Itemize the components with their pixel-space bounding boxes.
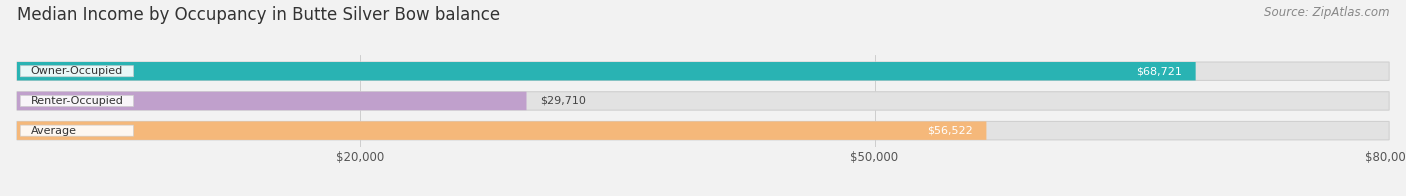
Text: $56,522: $56,522 [927,126,973,136]
Text: Renter-Occupied: Renter-Occupied [31,96,124,106]
FancyBboxPatch shape [20,66,134,77]
FancyBboxPatch shape [20,125,134,136]
FancyBboxPatch shape [17,62,1195,80]
FancyBboxPatch shape [17,122,1389,140]
FancyBboxPatch shape [17,92,1389,110]
FancyBboxPatch shape [17,92,526,110]
Text: Median Income by Occupancy in Butte Silver Bow balance: Median Income by Occupancy in Butte Silv… [17,6,501,24]
FancyBboxPatch shape [20,95,134,106]
Text: $29,710: $29,710 [540,96,586,106]
FancyBboxPatch shape [17,122,987,140]
Text: Source: ZipAtlas.com: Source: ZipAtlas.com [1264,6,1389,19]
FancyBboxPatch shape [17,62,1389,80]
Text: Average: Average [31,126,76,136]
Text: Owner-Occupied: Owner-Occupied [31,66,122,76]
Text: $68,721: $68,721 [1136,66,1182,76]
